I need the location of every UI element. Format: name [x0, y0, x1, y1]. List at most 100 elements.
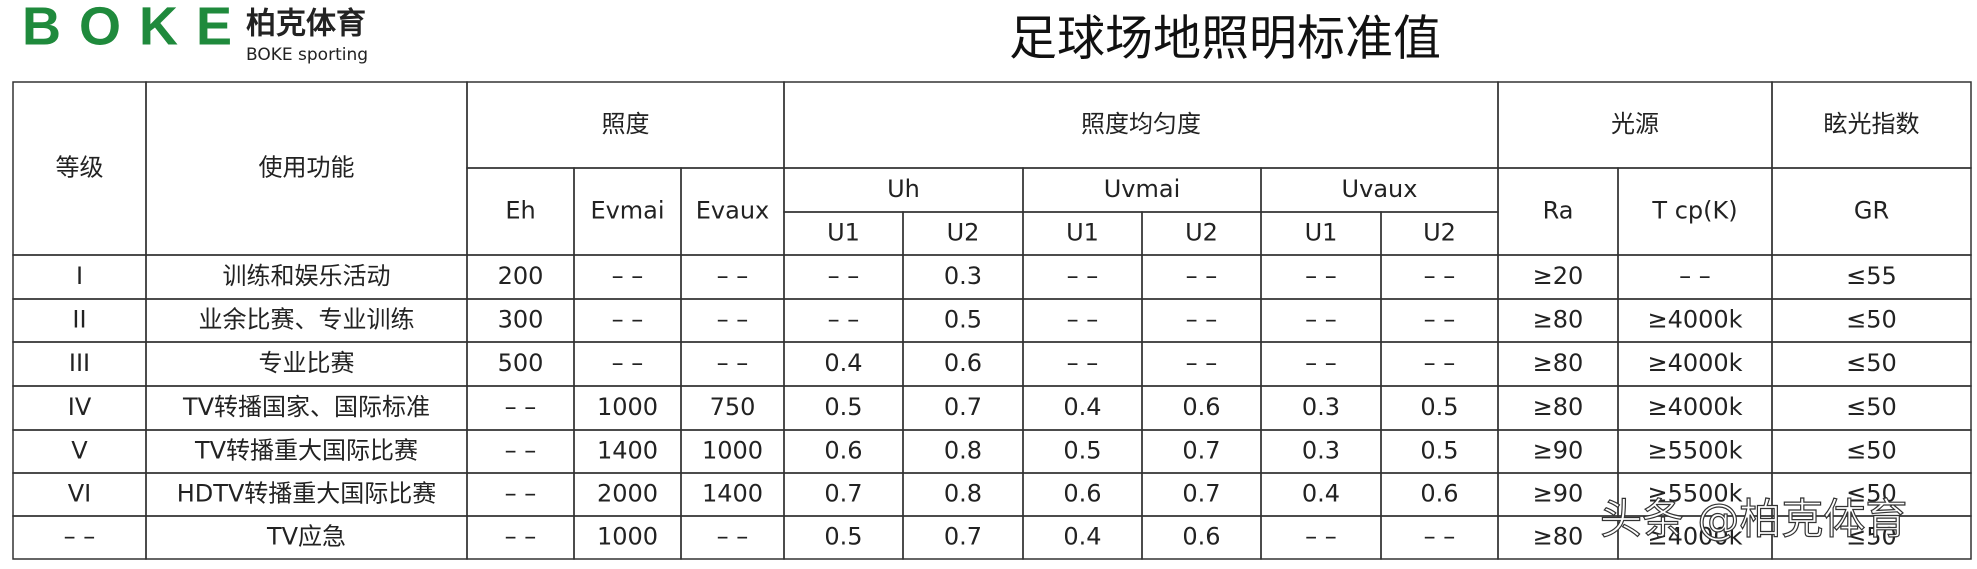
watermark: 头条 @柏克体育 — [1600, 495, 1907, 544]
body-cell: TV应急 — [266, 523, 346, 551]
body-cell: 0.5 — [1063, 437, 1101, 465]
body-cell: ≥4000k — [1647, 393, 1742, 421]
body-cell: ≤50 — [1846, 349, 1897, 377]
body-cell: 0.5 — [824, 393, 862, 421]
body-cell: II — [72, 306, 86, 334]
body-cell: I — [76, 262, 83, 290]
body-cell: – – — [1679, 262, 1711, 290]
body-cell: ≥20 — [1533, 262, 1584, 290]
body-cell: 300 — [498, 306, 544, 334]
body-cell: 0.4 — [1302, 480, 1340, 508]
header-cell: GR — [1854, 197, 1889, 225]
body-cell: 1000 — [702, 437, 763, 465]
body-cell: 0.5 — [1420, 393, 1458, 421]
body-cell: 0.5 — [1420, 437, 1458, 465]
body-cell: 0.6 — [1063, 480, 1101, 508]
body-cell: 0.6 — [824, 437, 862, 465]
body-cell: – – — [505, 393, 537, 421]
body-cell: 1000 — [597, 523, 658, 551]
body-cell: 0.7 — [824, 480, 862, 508]
header-cell: U1 — [827, 219, 860, 247]
body-cell: – – — [505, 523, 537, 551]
header-cell: T cp(K) — [1651, 197, 1737, 225]
body-cell: ≥90 — [1533, 437, 1584, 465]
body-cell: 专业比赛 — [259, 349, 355, 377]
body-cell: – – — [717, 262, 749, 290]
body-cell: – – — [612, 349, 644, 377]
body-cell: – – — [1067, 349, 1099, 377]
body-cell: ≥5500k — [1647, 480, 1742, 508]
body-cell: ≥80 — [1533, 349, 1584, 377]
body-cell: 业余比赛、专业训练 — [199, 306, 415, 334]
header-cell: U2 — [1423, 219, 1456, 247]
body-cell: – – — [1186, 306, 1218, 334]
body-cell: 0.7 — [1182, 437, 1220, 465]
body-cell: 0.3 — [944, 262, 982, 290]
body-cell: – – — [828, 262, 860, 290]
header-cell: 眩光指数 — [1824, 110, 1920, 138]
body-cell: – – — [1186, 262, 1218, 290]
body-cell: 训练和娱乐活动 — [223, 262, 391, 290]
header-cell: U2 — [947, 219, 980, 247]
body-cell: ≤55 — [1846, 262, 1897, 290]
table: 等级 使用功能 照度 照度均匀度 光源 眩光指数 Eh Evmai Evaux Uh Uvmai Uv… — [12, 81, 1972, 560]
header-cell: U2 — [1185, 219, 1218, 247]
body-cell: 0.4 — [1063, 523, 1101, 551]
body-cell: ≤50 — [1846, 523, 1897, 551]
header-cell: U1 — [1305, 219, 1338, 247]
body-cell: ≤50 — [1846, 306, 1897, 334]
body-cell: TV转播重大国际比赛 — [194, 437, 418, 465]
header-cell: Eh — [505, 197, 535, 225]
body-cell: 0.7 — [944, 523, 982, 551]
body-cell: – – — [1305, 349, 1337, 377]
body-cell: – – — [505, 480, 537, 508]
header-cell: Evaux — [696, 197, 770, 225]
body-cell: ≤50 — [1846, 437, 1897, 465]
header-cell: 照度均匀度 — [1081, 110, 1201, 138]
body-cell: – – — [1067, 262, 1099, 290]
body-cell: III — [69, 349, 90, 377]
body-cell: ≤50 — [1846, 480, 1897, 508]
body-cell: ≥4000k — [1647, 306, 1742, 334]
body-cell: 750 — [710, 393, 756, 421]
body-cell: 500 — [498, 349, 544, 377]
body-cell: – – — [64, 523, 96, 551]
body-cell: 0.4 — [1063, 393, 1101, 421]
body-cell: IV — [68, 393, 92, 421]
body-cell: – – — [1424, 349, 1456, 377]
body-cell: ≥80 — [1533, 523, 1584, 551]
body-cell: 0.3 — [1302, 437, 1340, 465]
body-cell: – – — [612, 262, 644, 290]
body-cell: 0.5 — [824, 523, 862, 551]
body-cell: 1400 — [702, 480, 763, 508]
body-cell: 0.6 — [1182, 393, 1220, 421]
body-cell: ≥4000k — [1647, 349, 1742, 377]
body-cell: ≥80 — [1533, 393, 1584, 421]
header-cell: Ra — [1543, 197, 1574, 225]
body-cell: HDTV转播重大国际比赛 — [177, 480, 437, 508]
header-cell: Uh — [887, 175, 920, 203]
body-cell: 0.3 — [1302, 393, 1340, 421]
header-cell: 照度 — [602, 110, 650, 138]
header-cell: 光源 — [1611, 110, 1659, 138]
body-cell: ≥90 — [1533, 480, 1584, 508]
body-cell: 0.8 — [944, 480, 982, 508]
header-cell: U1 — [1066, 219, 1099, 247]
body-cell: – – — [1424, 306, 1456, 334]
body-cell: – – — [717, 523, 749, 551]
header-cell: Evmai — [590, 197, 664, 225]
cell — [1771, 515, 1972, 560]
body-cell: 0.6 — [1420, 480, 1458, 508]
body-cell: – – — [1424, 262, 1456, 290]
body-cell: ≥5500k — [1647, 437, 1742, 465]
body-cell: V — [71, 437, 88, 465]
body-cell: – – — [1424, 523, 1456, 551]
body-cell: VI — [68, 480, 92, 508]
body-cell: 1000 — [597, 393, 658, 421]
body-cell: 0.8 — [944, 437, 982, 465]
header-cell: Uvmai — [1104, 175, 1181, 203]
body-cell: – – — [612, 306, 644, 334]
title: 足球场地照明标准值 — [1009, 11, 1441, 67]
body-cell: ≥4000k — [1647, 523, 1742, 551]
